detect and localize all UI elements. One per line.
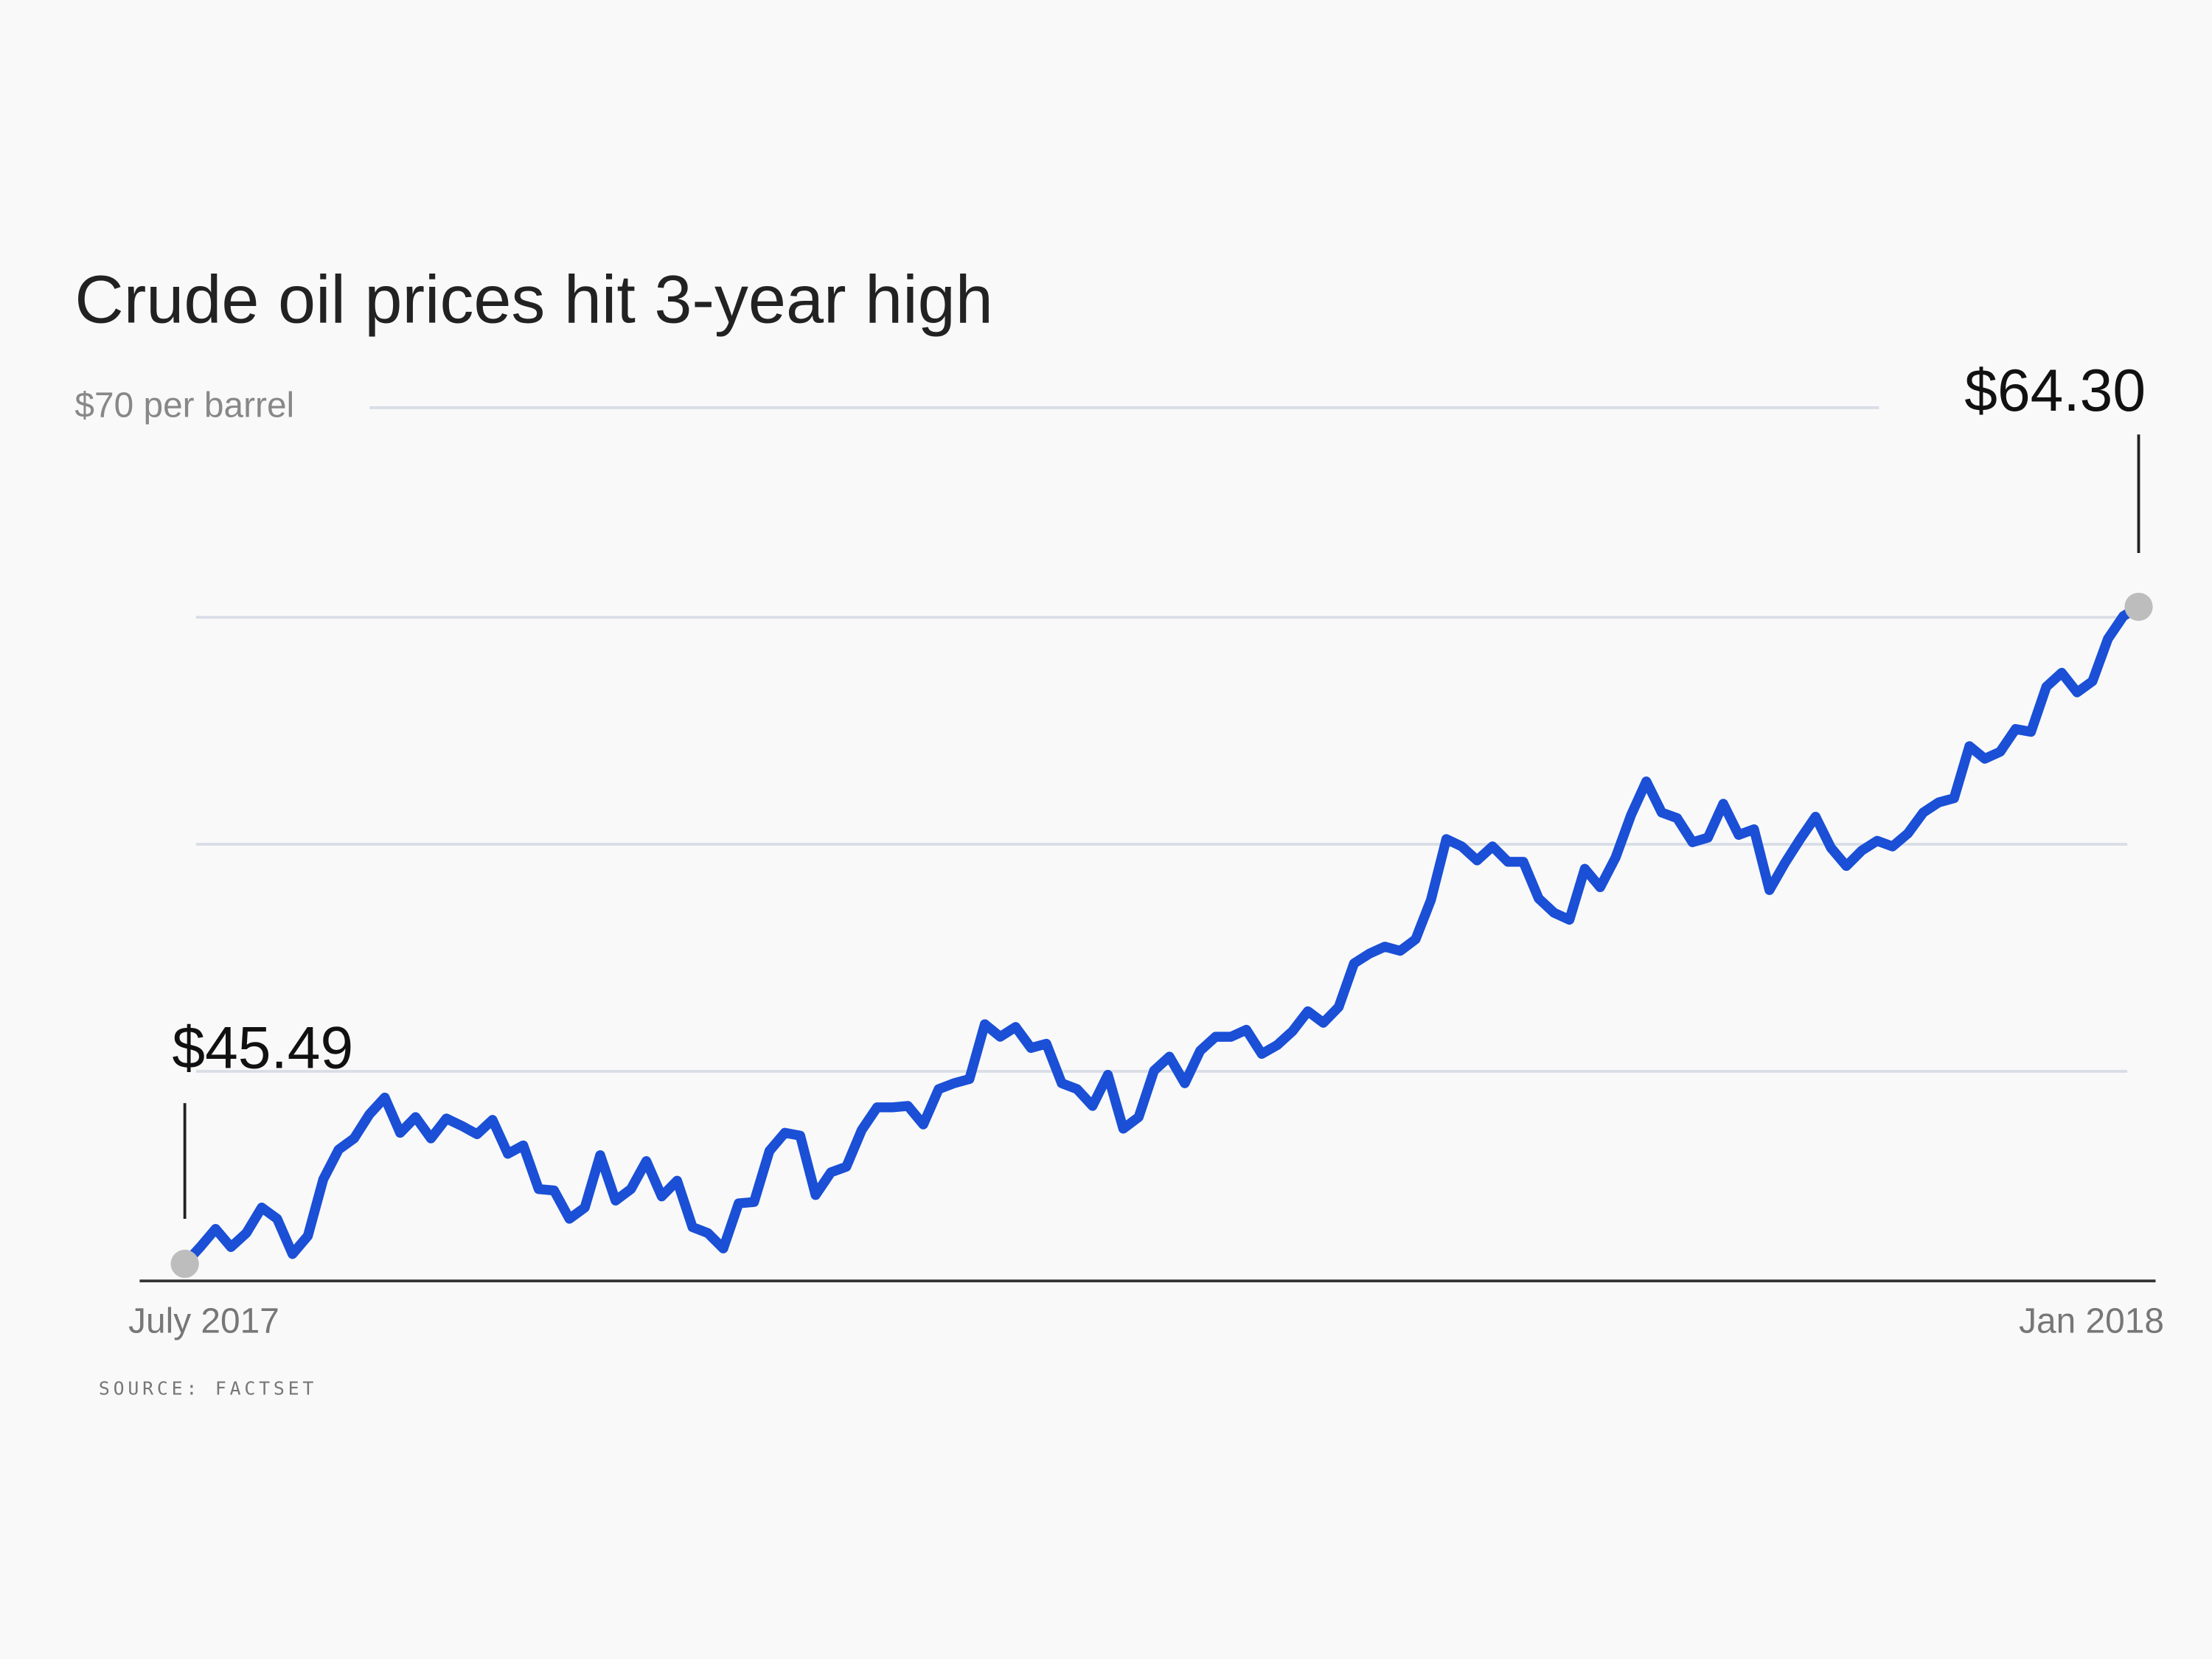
end-point — [170, 1249, 199, 1279]
value-label: $45.49 — [172, 1015, 353, 1082]
y-tick-label: $70 per barrel — [74, 386, 294, 425]
value-label: $64.30 — [1964, 358, 2146, 424]
source: SOURCE: FACTSET — [99, 1378, 317, 1399]
price-line — [179, 602, 2144, 1269]
x-tick-label: July 2017 — [128, 1301, 279, 1340]
end-point — [2124, 592, 2153, 622]
x-tick-label: Jan 2018 — [2019, 1301, 2164, 1340]
chart-title: Crude oil prices hit 3-year high — [74, 262, 992, 338]
